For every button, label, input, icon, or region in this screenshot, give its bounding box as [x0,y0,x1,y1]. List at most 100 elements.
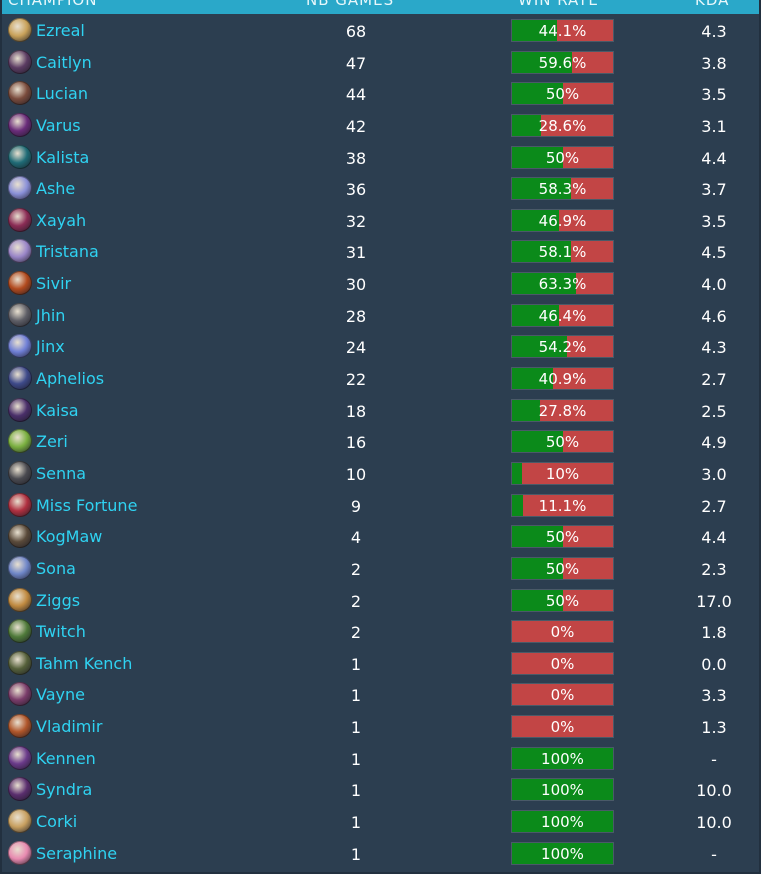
table-row[interactable]: Xayah 32 46.9% 3.5 [2,205,759,237]
champion-name-link[interactable]: Vayne [36,685,85,705]
table-row[interactable]: Sona 2 50% 2.3 [2,553,759,585]
win-rate-label: 100% [541,844,584,863]
champion-avatar-icon [8,619,32,644]
win-rate-label: 100% [541,813,584,832]
champion-name-link[interactable]: Seraphine [36,843,118,863]
table-row[interactable]: Corki 1 100% 10.0 [2,806,759,838]
column-header-win-rate[interactable]: WIN RATE [518,0,599,9]
champion-name-link[interactable]: Xayah [36,210,87,230]
table-row[interactable]: Kennen 1 100% - [2,743,759,775]
champion-name-link[interactable]: Kalista [36,147,90,167]
kda-value: 3.8 [701,53,727,73]
champion-name-link[interactable]: Vladimir [36,717,103,737]
table-row[interactable]: Ezreal 68 44.1% 4.3 [2,15,759,47]
champion-name-link[interactable]: Ashe [36,179,76,199]
games-count: 1 [350,686,362,706]
kda-value: 4.3 [701,22,727,41]
kda-value: 10.0 [696,813,732,833]
table-row[interactable]: Zeri 16 50% 4.9 [2,426,759,458]
win-rate-fill [512,811,613,833]
champion-avatar-icon [8,650,32,675]
win-rate-fill [512,779,613,801]
games-count: 42 [345,116,367,136]
win-rate-bar: 59.6% [512,51,613,73]
table-row[interactable]: Caitlyn 47 59.6% 3.8 [2,47,759,79]
champion-name-link[interactable]: Senna [36,463,87,483]
champion-name-link[interactable]: Sona [36,558,76,578]
champion-name-link[interactable]: Kennen [36,748,96,768]
table-row[interactable]: Tahm Kench 1 0% 0.0 [2,648,759,680]
champion-name-link[interactable]: Miss Fortune [36,495,138,515]
champion-name-link[interactable]: Lucian [36,84,88,104]
games-count: 1 [350,813,362,833]
champion-avatar-icon [8,587,32,612]
table-row[interactable]: Vayne 1 0% 3.3 [2,679,759,711]
champion-name-link[interactable]: Ezreal [36,21,85,40]
table-row[interactable]: Senna 10 10% 3.0 [2,458,759,490]
champion-name-link[interactable]: Tristana [36,242,99,262]
win-rate-bar: 11.1% [512,494,613,516]
champion-avatar-icon [8,271,32,296]
kda-value: 4.5 [701,243,727,263]
champion-name-link[interactable]: Ziggs [36,590,81,610]
win-rate-label: 11.1% [538,496,587,515]
games-count: 2 [350,623,362,643]
table-row[interactable]: Twitch 2 0% 1.8 [2,616,759,648]
champion-name-link[interactable]: Caitlyn [36,52,92,72]
champion-name-link[interactable]: Syndra [36,780,93,800]
champion-avatar-icon [8,745,32,770]
win-rate-label: 0% [550,686,575,705]
win-rate-label: 50% [545,433,580,452]
table-row[interactable]: Jinx 24 54.2% 4.3 [2,331,759,363]
win-rate-fill [512,526,563,548]
champion-name-link[interactable]: Jhin [36,305,66,325]
win-rate-fill [512,462,523,484]
table-row[interactable]: Jhin 28 46.4% 4.6 [2,300,759,332]
champion-avatar-icon [8,397,32,422]
win-rate-fill [512,368,554,390]
table-row[interactable]: Tristana 31 58.1% 4.5 [2,236,759,268]
win-rate-fill [512,336,567,358]
kda-value: - [711,749,717,769]
kda-value: 1.8 [701,623,727,643]
table-body: Ezreal 68 44.1% 4.3 Caitlyn 47 59.6% 3.8 Lucian 4… [2,15,759,869]
table-row[interactable]: Kalista 38 50% 4.4 [2,142,759,174]
champion-name-link[interactable]: Aphelios [36,369,105,389]
champion-name-link[interactable]: Varus [36,115,81,135]
champion-name-link[interactable]: Sivir [36,274,72,294]
champion-name-link[interactable]: KogMaw [36,527,103,547]
table-row[interactable]: Seraphine 1 100% - [2,838,759,870]
table-row[interactable]: Syndra 1 100% 10.0 [2,774,759,806]
champion-name-link[interactable]: Twitch [36,622,86,642]
win-rate-bar: 50% [512,431,613,453]
table-row[interactable]: Ashe 36 58.3% 3.7 [2,173,759,205]
champion-name-link[interactable]: Zeri [36,432,68,452]
kda-value: 17.0 [696,591,732,611]
table-row[interactable]: Lucian 44 50% 3.5 [2,78,759,110]
table-row[interactable]: Vladimir 1 0% 1.3 [2,711,759,743]
table-row[interactable]: Varus 42 28.6% 3.1 [2,110,759,142]
champion-name-link[interactable]: Tahm Kench [36,653,133,673]
champion-name-link[interactable]: Kaisa [36,400,79,420]
table-row[interactable]: KogMaw 4 50% 4.4 [2,521,759,553]
win-rate-label: 58.3% [538,180,587,199]
kda-value: 2.7 [701,496,727,516]
column-header-kda[interactable]: KDA [695,0,730,9]
win-rate-fill [512,146,563,168]
win-rate-label: 44.1% [538,22,587,40]
table-row[interactable]: Aphelios 22 40.9% 2.7 [2,363,759,395]
table-row[interactable]: Kaisa 18 27.8% 2.5 [2,395,759,427]
champion-name-link[interactable]: Jinx [36,337,65,357]
win-rate-label: 59.6% [538,53,587,72]
table-row[interactable]: Sivir 30 63.3% 4.0 [2,268,759,300]
table-row[interactable]: Miss Fortune 9 11.1% 2.7 [2,490,759,522]
games-count: 44 [345,85,367,105]
column-header-games[interactable]: NB GAMES [306,0,395,9]
table-row[interactable]: Ziggs 2 50% 17.0 [2,585,759,617]
column-header-champion[interactable]: CHAMPION [8,0,98,9]
champion-name-link[interactable]: Corki [36,812,78,832]
games-count: 38 [345,148,367,168]
win-rate-fill [512,114,541,136]
win-rate-bar: 50% [512,526,613,548]
win-rate-fill [512,273,576,295]
